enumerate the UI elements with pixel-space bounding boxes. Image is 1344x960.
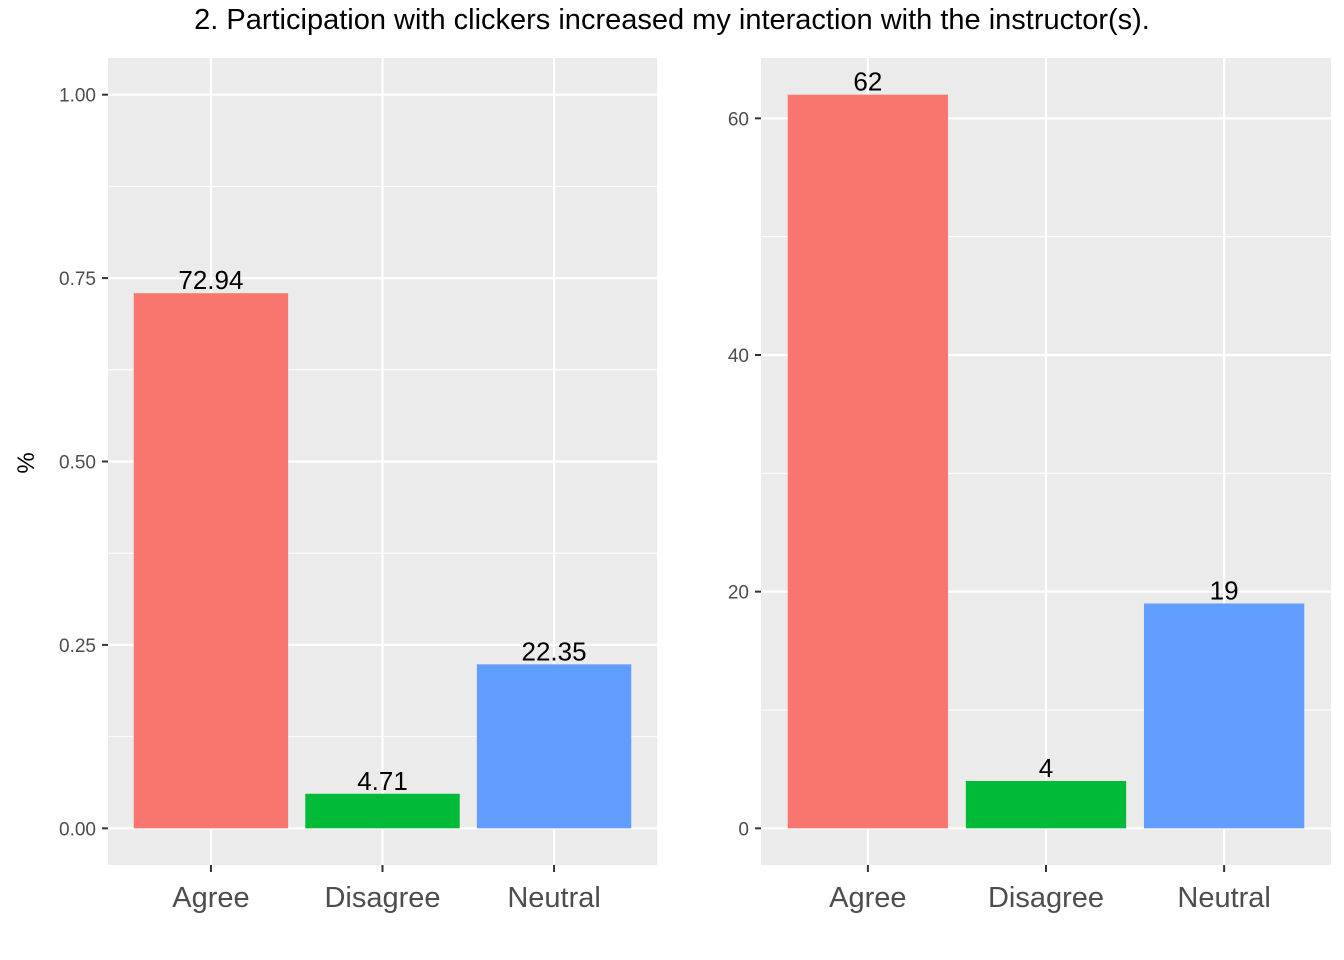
y-tick-label: 0.25: [59, 636, 96, 657]
y-tick-label: 40: [728, 346, 749, 367]
data-label-neutral: 22.35: [522, 636, 587, 666]
bar-agree: [787, 94, 949, 829]
data-label-neutral: 19: [1210, 575, 1239, 605]
x-tick-label-agree: Agree: [829, 882, 906, 914]
bar-disagree: [305, 793, 460, 829]
x-tick-label-neutral: Neutral: [507, 882, 601, 914]
y-tick-label: 0.75: [59, 269, 96, 290]
x-tick-label-agree: Agree: [172, 882, 249, 914]
chart-panel-1: 0.00 0.25 0.50 0.75 1.00 72.94 Agree 4.71 Disagr…: [59, 58, 657, 914]
bar-agree: [133, 293, 289, 829]
data-label-agree: 62: [853, 67, 882, 97]
x-tick-label-neutral: Neutral: [1177, 882, 1271, 914]
y-tick-label: 20: [728, 583, 749, 604]
y-tick-label: 60: [728, 109, 749, 130]
y-tick-label: 0: [738, 819, 749, 840]
x-tick-label-disagree: Disagree: [988, 882, 1104, 914]
y-tick-label: 0.00: [59, 819, 96, 840]
x-tick-label-disagree: Disagree: [324, 882, 440, 914]
y-tick-label: 0.50: [59, 453, 96, 474]
bar-neutral: [476, 664, 632, 829]
bar-disagree: [965, 780, 1127, 829]
data-label-disagree: 4.71: [357, 766, 408, 796]
chart-panel-2: 0 20 40 60 62 Agree 4 Disagree 19 Neutral: [728, 58, 1331, 914]
y-tick-label: 1.00: [59, 86, 96, 107]
data-label-disagree: 4: [1039, 753, 1053, 783]
bar-neutral: [1143, 603, 1305, 829]
data-label-agree: 72.94: [178, 265, 243, 295]
chart-title: 2. Participation with clickers increased…: [194, 4, 1150, 36]
